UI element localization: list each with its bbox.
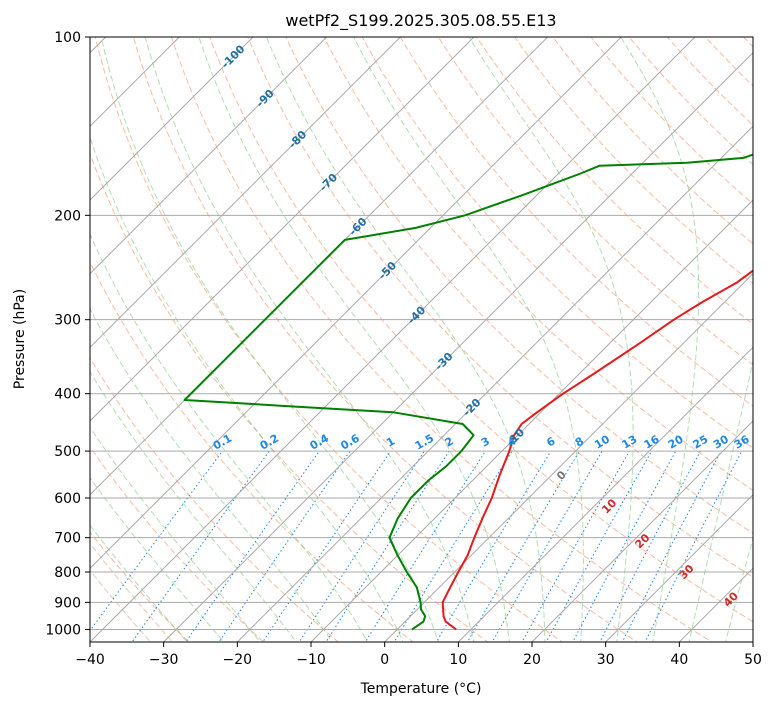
isotherm-line	[384, 272, 753, 642]
dry-adiabat	[361, 37, 753, 449]
isotherm-line	[90, 37, 475, 422]
isotherm-line	[531, 420, 753, 642]
x-tick-label: 20	[523, 652, 541, 668]
x-tick-label: 50	[744, 652, 762, 668]
sounding-profiles	[183, 153, 753, 631]
moist-adiabat	[90, 308, 333, 642]
y-tick-label: 400	[54, 387, 81, 403]
chart-title: wetPf2_S199.2025.305.08.55.E13	[285, 11, 556, 31]
dry-adiabat	[209, 37, 753, 623]
isotherm-line	[90, 37, 328, 275]
dewpoint-profile	[183, 153, 753, 631]
moist-adiabat	[90, 476, 225, 642]
y-tick-label: 300	[54, 313, 81, 329]
x-tick-label: 10	[449, 652, 467, 668]
dry-adiabat	[94, 37, 564, 642]
y-tick-label: 900	[54, 595, 81, 611]
dry-adiabat	[90, 260, 414, 642]
y-tick-label: 800	[54, 565, 81, 581]
moist-adiabat	[90, 233, 369, 642]
x-tick-label: 40	[670, 652, 688, 668]
isotherm-line	[457, 346, 753, 642]
y-tick-label: 600	[54, 491, 81, 507]
y-tick-label: 700	[54, 531, 81, 547]
moist-adiabat	[90, 135, 404, 642]
plot-frame	[89, 36, 754, 643]
isotherm-line	[236, 125, 753, 642]
dry-adiabat	[437, 37, 753, 366]
isotherm-line	[163, 51, 753, 642]
isotherm-line	[310, 199, 753, 642]
isotherm-line	[90, 37, 622, 570]
y-tick-label: 1000	[45, 622, 81, 638]
y-tick-label: 100	[54, 30, 81, 46]
temperature-profile	[441, 269, 753, 631]
dry-adiabat	[90, 446, 265, 642]
x-tick-label: −30	[149, 652, 179, 668]
isotherm-grid	[90, 37, 753, 642]
x-tick-label: −40	[75, 652, 105, 668]
dry-adiabat	[170, 37, 713, 642]
y-axis-ticks: 100 200 300 400 500 600 700 800 900 1000	[45, 30, 90, 638]
moist-adiabat	[90, 370, 297, 642]
isotherm-line	[90, 37, 696, 642]
isotherm-line	[90, 37, 401, 349]
x-axis-label: Temperature (°C)	[360, 681, 482, 697]
isobar-grid	[90, 37, 753, 630]
dry-adiabat	[90, 356, 340, 642]
x-tick-label: −20	[223, 652, 253, 668]
isotherm-line	[605, 493, 753, 642]
dry-adiabat	[132, 37, 638, 642]
y-tick-label: 500	[54, 444, 81, 460]
plot-area: -100-90-80-70-60-50-40-30-20-100.1 0.2 0.4…	[90, 37, 753, 642]
y-tick-label: 200	[54, 208, 81, 224]
dry-adiabat	[323, 37, 753, 491]
x-tick-label: 30	[597, 652, 615, 668]
y-axis-label: Pressure (hPa)	[12, 289, 28, 389]
dry-adiabat	[476, 37, 753, 325]
x-tick-label: −10	[296, 652, 326, 668]
moist-adiabat	[90, 542, 174, 642]
moist-adiabat	[90, 569, 152, 642]
x-tick-label: 0	[380, 652, 389, 668]
isotherm-line	[90, 37, 254, 201]
dry-adiabat	[247, 37, 753, 578]
x-axis-ticks: −40 −30 −20 −10 0 10 20 30 40 50	[75, 642, 762, 668]
